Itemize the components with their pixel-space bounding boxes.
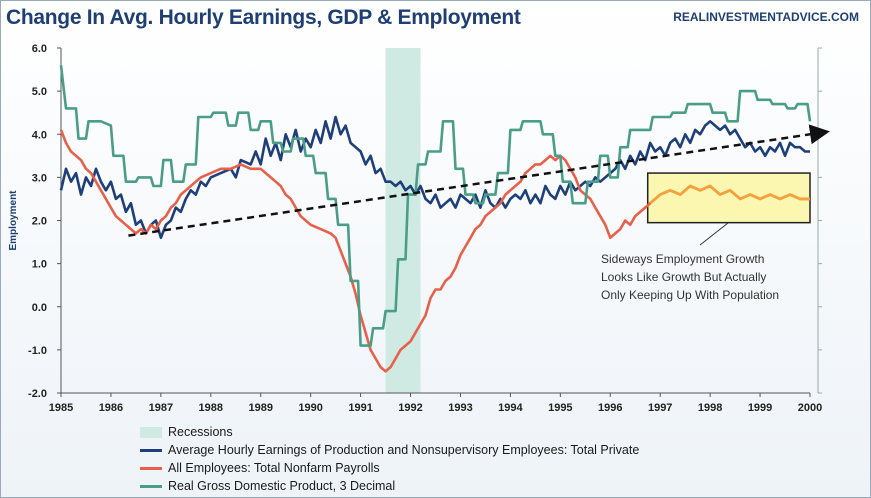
series-line-earnings bbox=[59, 115, 810, 240]
annotation-line: Only Keeping Up With Population bbox=[601, 288, 779, 302]
y-tick-label: 4.0 bbox=[32, 129, 47, 141]
x-tick-label: 1992 bbox=[398, 402, 422, 414]
x-tick-label: 1994 bbox=[498, 402, 523, 414]
legend-label: Real Gross Domestic Product, 3 Decimal bbox=[168, 479, 396, 493]
series-line-payrolls bbox=[59, 129, 810, 373]
legend-label: Recessions bbox=[168, 425, 233, 439]
highlighted-payrolls-line bbox=[649, 184, 810, 205]
x-tick-label: 1985 bbox=[49, 402, 73, 414]
annotation-line: Looks Like Growth But Actually bbox=[601, 270, 766, 284]
legend-item-gdp: Real Gross Domestic Product, 3 Decimal bbox=[140, 477, 639, 495]
legend-label: Average Hourly Earnings of Production an… bbox=[168, 443, 640, 457]
x-tick-label: 1999 bbox=[748, 402, 772, 414]
y-tick-label: -1.0 bbox=[28, 345, 47, 357]
legend-swatch bbox=[140, 484, 162, 488]
y-axis-title: Employment bbox=[8, 190, 19, 251]
x-tick-label: 1996 bbox=[598, 402, 622, 414]
legend-swatch bbox=[140, 426, 162, 438]
y-tick-label: 1.0 bbox=[32, 259, 47, 271]
chart-legend: Recessions Average Hourly Earnings of Pro… bbox=[140, 423, 639, 495]
y-tick-label: -2.0 bbox=[28, 388, 47, 400]
y-tick-label: 0.0 bbox=[32, 302, 47, 314]
x-tick-label: 1995 bbox=[548, 402, 572, 414]
legend-label: All Employees: Total Nonfarm Payrolls bbox=[168, 461, 380, 475]
trend-arrow bbox=[128, 124, 830, 237]
y-tick-label: 6.0 bbox=[32, 43, 47, 55]
x-tick-label: 1988 bbox=[199, 402, 223, 414]
x-tick-label: 2000 bbox=[798, 402, 822, 414]
source-label: REALINVESTMENTADVICE.COM bbox=[673, 10, 859, 24]
x-tick-label: 1998 bbox=[698, 402, 722, 414]
recession-band bbox=[385, 48, 421, 393]
x-tick-label: 1991 bbox=[348, 402, 372, 414]
page-title: Change In Avg. Hourly Earnings, GDP & Em… bbox=[6, 6, 521, 29]
legend-swatch bbox=[140, 466, 162, 470]
legend-item-payrolls: All Employees: Total Nonfarm Payrolls bbox=[140, 459, 639, 477]
annotation-pointer bbox=[699, 222, 729, 246]
legend-swatch bbox=[140, 448, 162, 452]
x-tick-label: 1989 bbox=[248, 402, 272, 414]
legend-item-earnings: Average Hourly Earnings of Production an… bbox=[140, 441, 639, 459]
y-tick-label: 5.0 bbox=[32, 86, 47, 98]
x-tick-label: 1993 bbox=[448, 402, 472, 414]
series-line-gdp bbox=[59, 65, 812, 347]
x-tick-label: 1986 bbox=[99, 402, 123, 414]
y-tick-label: 2.0 bbox=[32, 216, 47, 228]
y-tick-label: 3.0 bbox=[32, 172, 47, 184]
x-tick-label: 1987 bbox=[149, 402, 173, 414]
x-tick-label: 1990 bbox=[298, 402, 322, 414]
annotation-line: Sideways Employment Growth bbox=[601, 252, 764, 266]
x-tick-label: 1997 bbox=[648, 402, 672, 414]
legend-item-recession: Recessions bbox=[140, 423, 639, 441]
